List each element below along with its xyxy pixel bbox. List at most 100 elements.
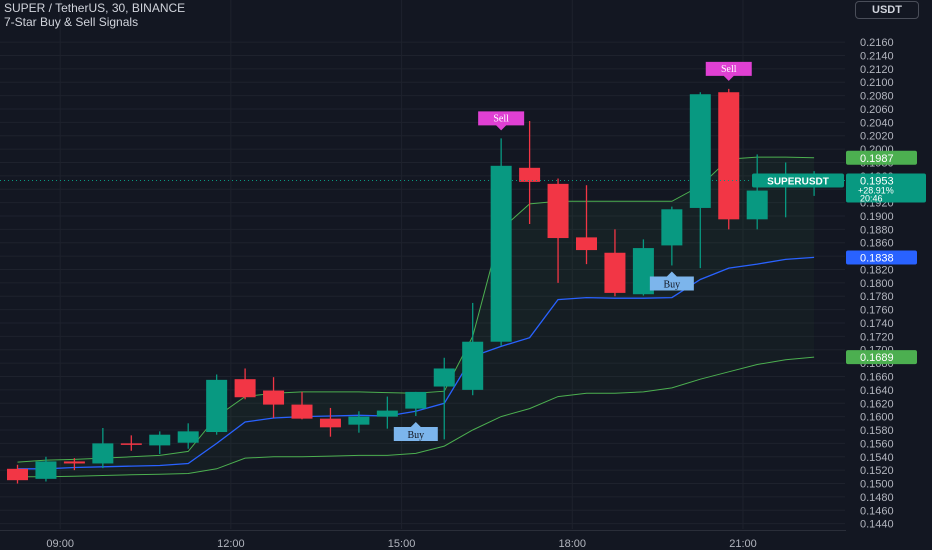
price-tick-label: 0.1520 (860, 465, 894, 477)
candle-body (490, 165, 512, 342)
candle-body (689, 94, 711, 208)
price-tick-label: 0.1900 (860, 211, 894, 223)
price-tick-label: 0.2020 (860, 131, 894, 143)
candle-body (319, 418, 341, 428)
time-tick-label: 09:00 (46, 538, 74, 550)
buy-label-text: Buy (407, 430, 424, 441)
candle-body (291, 404, 313, 419)
price-tick-label: 0.1760 (860, 305, 894, 317)
price-tick-label: 0.1600 (860, 412, 894, 424)
price-axis-background (846, 0, 932, 550)
price-tick-label: 0.2080 (860, 91, 894, 103)
candle-body (632, 248, 654, 295)
chart-symbol-title[interactable]: SUPER / TetherUS, 30, BINANCE (4, 1, 186, 15)
price-axis-tag: 0.1838 (846, 250, 917, 264)
price-tag-text: 0.1987 (860, 153, 894, 165)
candle (291, 391, 313, 420)
candle-body (718, 92, 740, 220)
candle (604, 229, 626, 297)
candle-body (604, 252, 626, 293)
candle (405, 391, 427, 416)
price-tick-label: 0.1540 (860, 452, 894, 464)
time-tick-label: 12:00 (217, 538, 245, 550)
buy-signal-label: Buy (649, 271, 694, 291)
price-tick-label: 0.2060 (860, 104, 894, 116)
candle (632, 239, 654, 296)
price-tag-text: 0.1838 (860, 252, 894, 264)
price-axis-labels: 0.1987 0.1838 0.1689 SUPERUSDT 0.1953+28.91%… (752, 150, 926, 365)
price-tick-label: 0.1640 (860, 385, 894, 397)
candle-body (92, 443, 114, 464)
lower-band-line (17, 356, 815, 478)
sell-label-bg (478, 111, 525, 131)
price-tick-label: 0.1800 (860, 278, 894, 290)
price-tick-label: 0.1820 (860, 264, 894, 276)
candle-body (519, 167, 541, 182)
candle (376, 396, 398, 429)
sell-label-bg (705, 61, 752, 81)
price-tick-label: 0.1560 (860, 438, 894, 450)
price-tick-label: 0.1580 (860, 425, 894, 437)
candle-body (576, 237, 597, 251)
candle-body (149, 434, 171, 446)
candle (462, 302, 484, 396)
signal-labels: Buy Sell Buy Sell (393, 61, 752, 441)
candle (149, 431, 171, 455)
candle-body (63, 461, 85, 464)
sell-signal-label: Sell (705, 61, 752, 81)
candle-body (405, 391, 427, 409)
buy-label-bg (393, 421, 438, 441)
price-tag-bg (846, 150, 917, 165)
candle (234, 368, 256, 400)
buy-label-bg (649, 271, 694, 291)
last-price-change: +28.91% (858, 186, 894, 196)
symbol-tag-bg (752, 173, 844, 188)
time-axis-background (0, 531, 846, 550)
candle (177, 423, 199, 449)
candle-body (547, 183, 569, 239)
symbol-tag-text: SUPERUSDT (767, 177, 829, 188)
candle-body (35, 461, 57, 479)
price-tick-label: 0.1660 (860, 371, 894, 383)
price-tag-text: 0.1689 (860, 352, 894, 364)
sell-label-text: Sell (721, 64, 737, 75)
candle-body (348, 416, 370, 425)
candle (519, 120, 541, 224)
candle-body (462, 341, 484, 390)
indicator-title[interactable]: 7-Star Buy & Sell Signals (4, 15, 139, 29)
candle (63, 458, 85, 471)
candle-body (376, 410, 398, 417)
price-tick-label: 0.1720 (860, 331, 894, 343)
candles (7, 88, 825, 484)
candle (746, 154, 768, 230)
last-price-text: 0.1953 (860, 176, 894, 188)
candle-body (263, 390, 285, 405)
price-tick-label: 0.2040 (860, 117, 894, 129)
candle-body (234, 379, 256, 398)
candle-body (661, 209, 683, 246)
time-axis[interactable]: 09:00 12:00 15:00 18:00 21:00 (0, 530, 846, 550)
price-tick-label: 0.1880 (860, 224, 894, 236)
sell-label-text: Sell (493, 113, 509, 124)
price-axis-tag: 0.1987 (846, 150, 917, 165)
candle-body (206, 379, 228, 433)
price-tick-label: 0.1480 (860, 492, 894, 504)
price-tick-label: 0.1780 (860, 291, 894, 303)
price-tick-label: 0.1860 (860, 238, 894, 250)
price-tick-label: 0.1620 (860, 398, 894, 410)
price-tick-label: 0.1460 (860, 505, 894, 517)
candle (547, 178, 569, 283)
price-tick-label: 0.2160 (860, 37, 894, 49)
price-tick-label: 0.1740 (860, 318, 894, 330)
bar-countdown: 20:46 (860, 194, 883, 204)
last-price-tag-bg (846, 173, 926, 203)
candle (661, 206, 683, 266)
price-tag-bg (846, 250, 917, 265)
candle (35, 456, 57, 482)
currency-button[interactable]: USDT (855, 1, 919, 19)
price-tick-label: 0.1500 (860, 479, 894, 491)
candle (92, 428, 114, 469)
